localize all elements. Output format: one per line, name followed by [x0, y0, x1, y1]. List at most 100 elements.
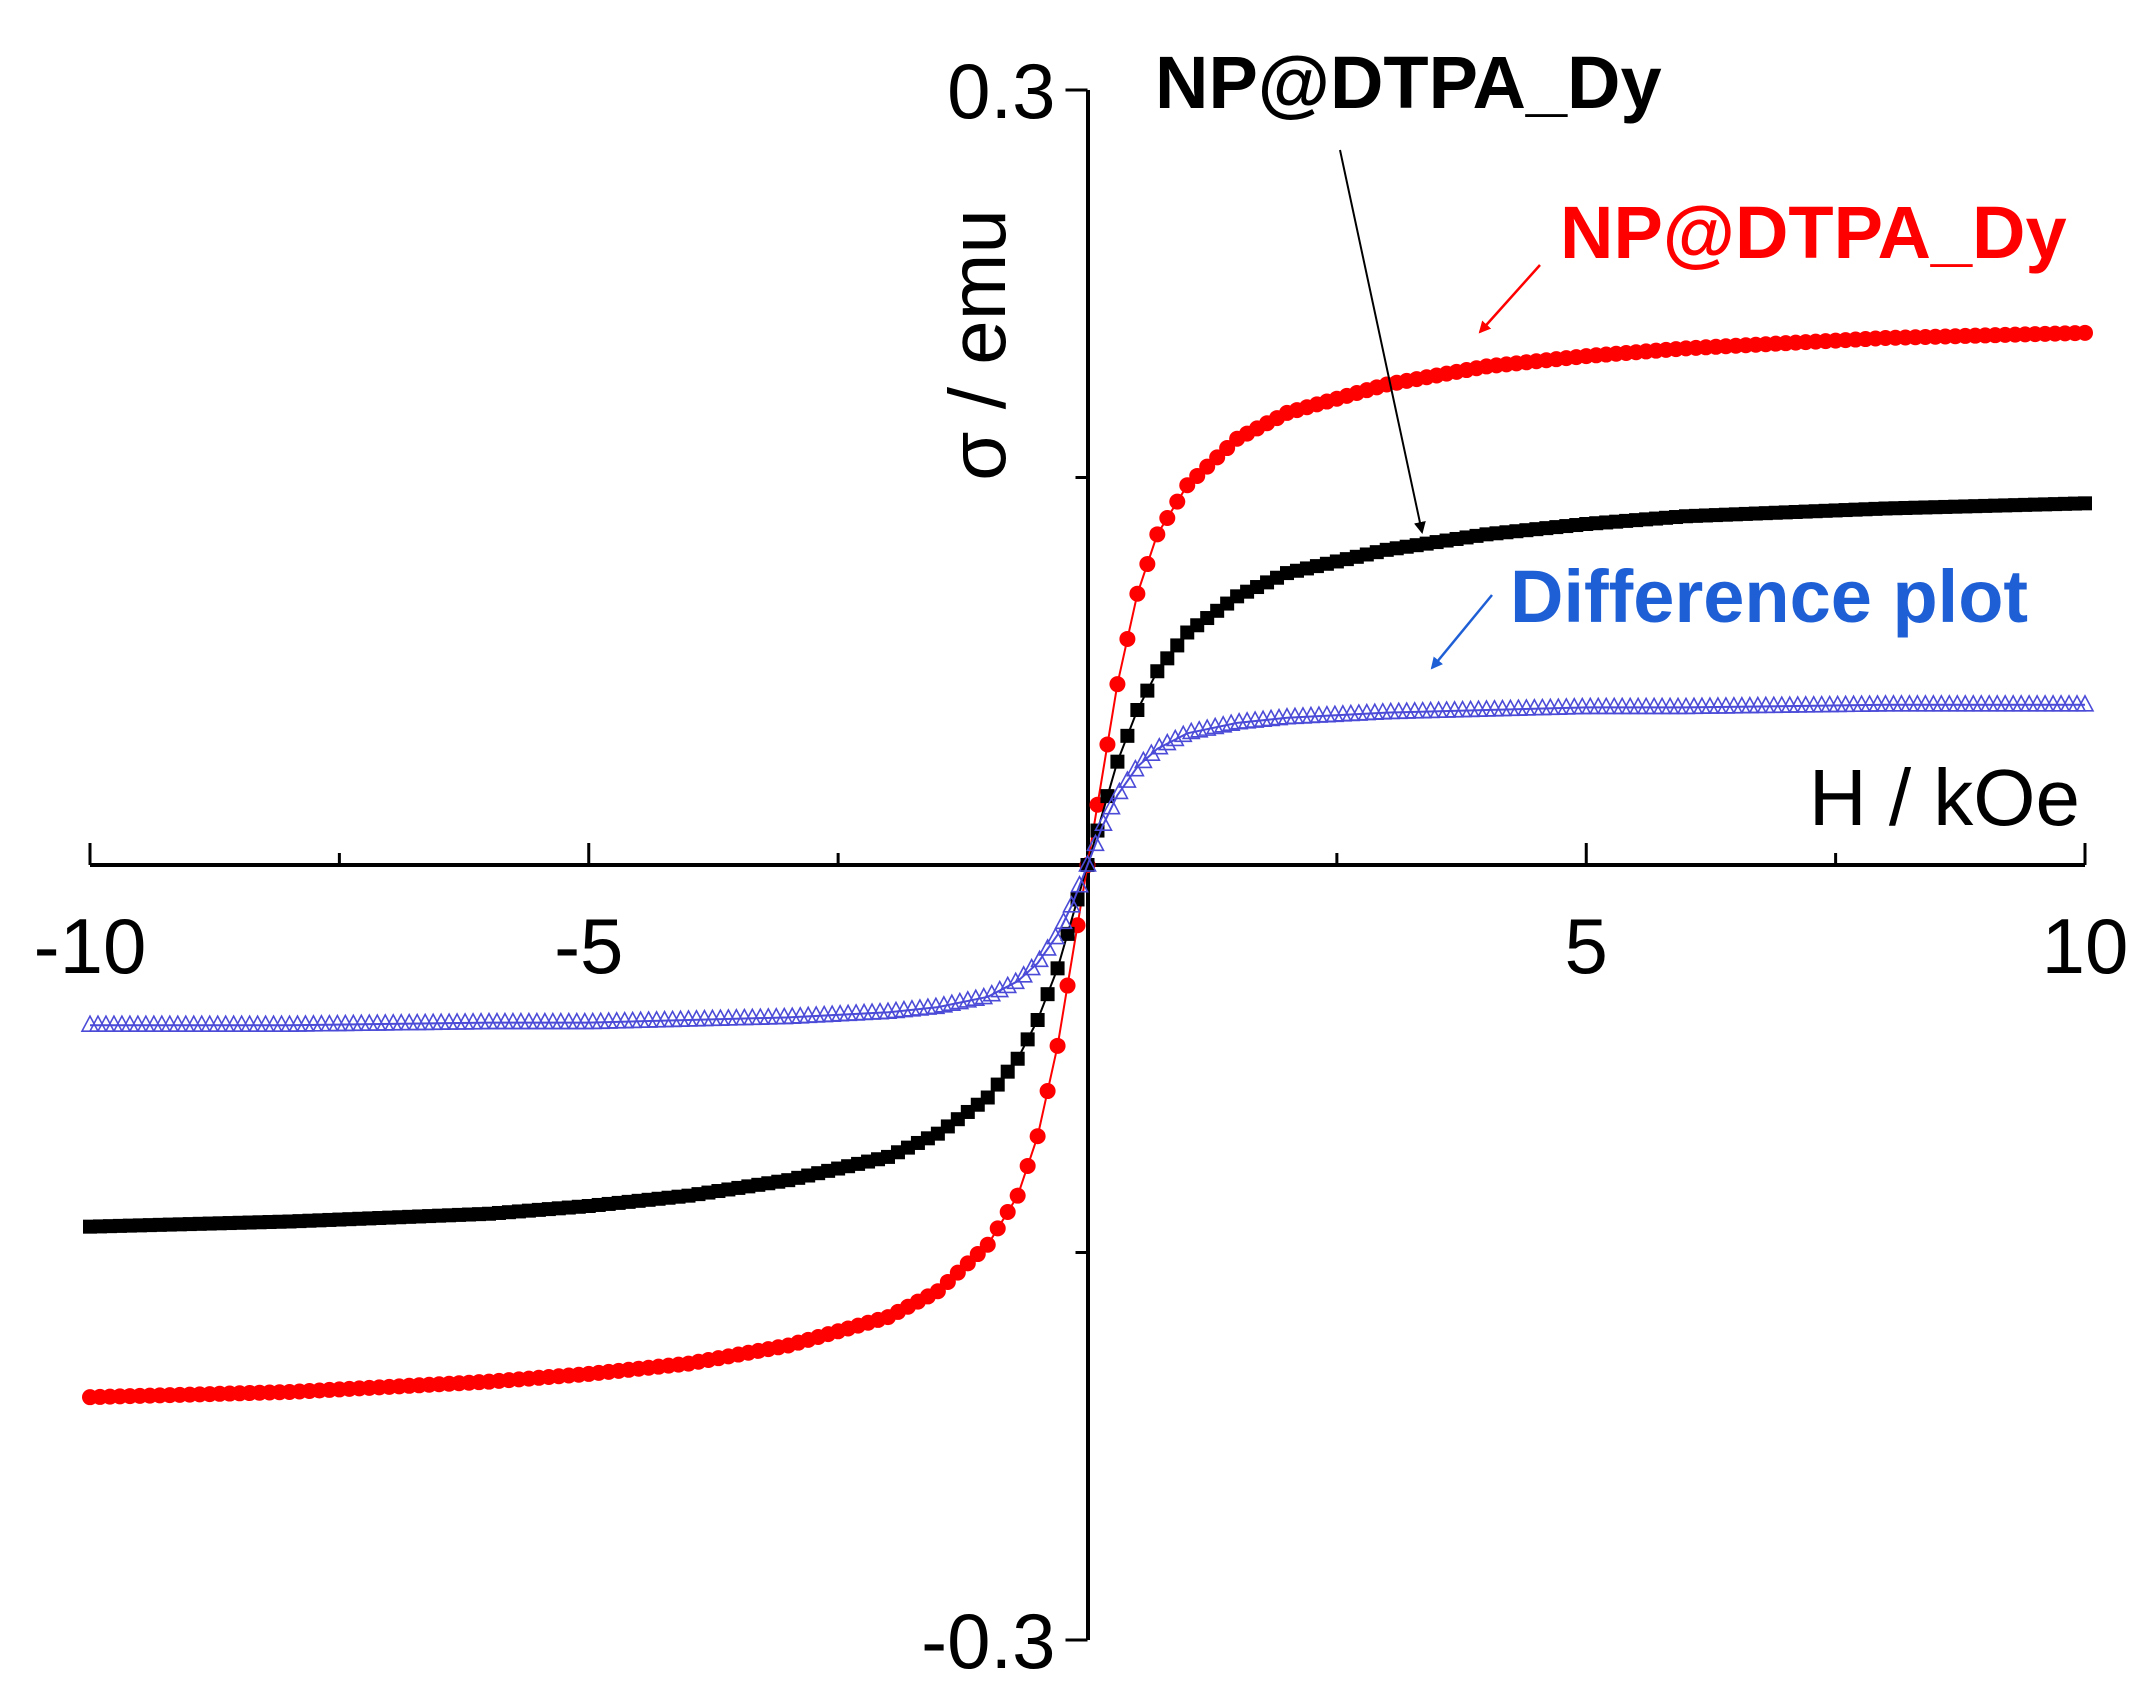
data-point: [264, 1014, 283, 1032]
data-point: [1139, 556, 1156, 573]
data-point: [1692, 696, 1712, 715]
data-point: [351, 1013, 371, 1032]
x-axis-title: H / kOe: [1809, 753, 2080, 842]
data-point: [1477, 699, 1496, 717]
data-point: [471, 1011, 491, 1030]
data-point: [1038, 938, 1057, 956]
data-point: [1049, 1037, 1066, 1054]
data-point: [1099, 736, 1116, 753]
data-point: [1668, 696, 1688, 715]
data-point: [1764, 695, 1784, 714]
data-point: [256, 1014, 275, 1032]
data-point: [447, 1012, 467, 1030]
data-point: [870, 1001, 890, 1020]
data-point: [359, 1013, 379, 1031]
data-point: [80, 1014, 100, 1032]
ticks: -10 -5 5 10 0.3 -0.3: [34, 47, 2129, 1685]
data-point: [1828, 694, 1847, 713]
data-point: [1445, 700, 1464, 718]
data-point: [814, 1004, 834, 1023]
x-tick-label: 5: [1565, 902, 1608, 990]
data-point: [631, 1010, 650, 1029]
data-point: [727, 1008, 746, 1026]
data-point: [1525, 698, 1544, 716]
data-point: [1170, 638, 1185, 653]
data-point: [535, 1011, 555, 1030]
data-point: [1020, 1032, 1035, 1047]
data-point: [711, 1008, 730, 1026]
data-point: [120, 1014, 140, 1032]
data-point: [998, 975, 1018, 994]
data-point: [623, 1010, 642, 1029]
data-point: [1660, 696, 1680, 715]
data-point: [980, 1090, 995, 1105]
data-point: [1040, 987, 1055, 1002]
data-point: [1940, 694, 1959, 712]
data-point: [1788, 695, 1808, 713]
data-point: [1169, 493, 1186, 510]
data-point: [200, 1014, 220, 1032]
data-point: [599, 1011, 619, 1029]
data-point: [2075, 694, 2095, 712]
data-point: [1000, 1064, 1015, 1079]
data-point: [1086, 833, 1105, 852]
data-point: [1804, 695, 1824, 713]
data-point: [1453, 699, 1472, 718]
data-point: [1381, 701, 1401, 720]
data-point: [160, 1014, 180, 1032]
data-point: [774, 1006, 794, 1025]
data-point: [320, 1013, 339, 1032]
x-tick-label: -10: [34, 902, 147, 990]
data-point: [1772, 695, 1792, 713]
data-point: [1780, 695, 1800, 713]
data-point: [2011, 694, 2031, 712]
data-point: [1501, 698, 1520, 717]
data-point: [990, 979, 1010, 998]
series-difference-plot: [80, 694, 2095, 1032]
data-point: [463, 1012, 483, 1030]
data-point: [2035, 694, 2055, 712]
data-point: [1039, 1083, 1056, 1100]
data-point: [1078, 854, 1097, 872]
data-point: [192, 1014, 212, 1032]
data-point: [1094, 813, 1113, 831]
data-point: [176, 1014, 196, 1032]
data-point: [2027, 694, 2047, 712]
data-point: [415, 1012, 435, 1031]
data-point: [1030, 949, 1049, 968]
data-point: [979, 1236, 996, 1253]
data-point: [1365, 702, 1385, 721]
data-point: [1130, 703, 1145, 717]
data-point: [1149, 526, 1166, 543]
data-point: [1924, 694, 1943, 712]
data-point: [1876, 694, 1895, 712]
data-point: [184, 1014, 204, 1032]
data-point: [519, 1011, 539, 1030]
data-point: [1852, 694, 1871, 712]
data-point: [1109, 676, 1126, 693]
series-np-dtpa-dy-red: [82, 324, 2093, 1406]
data-point: [1159, 509, 1176, 526]
data-point: [1572, 696, 1592, 715]
data-point: [1405, 701, 1425, 719]
data-point: [248, 1014, 267, 1032]
data-point: [1030, 1013, 1045, 1027]
data-point: [1293, 706, 1313, 724]
data-point: [1732, 695, 1752, 714]
data-point: [1469, 699, 1488, 718]
data-point: [1046, 926, 1065, 945]
data-point: [1029, 1128, 1046, 1145]
data-point: [288, 1014, 307, 1032]
data-point: [336, 1013, 355, 1032]
data-point: [990, 1077, 1005, 1092]
data-point: [735, 1007, 754, 1026]
x-tick-label: 10: [2042, 902, 2129, 990]
data-point: [1157, 732, 1177, 751]
data-point: [1373, 702, 1393, 720]
data-point: [1413, 700, 1432, 719]
data-point: [1165, 728, 1185, 747]
data-point: [559, 1011, 579, 1030]
y-axis-title: σ / emu: [933, 209, 1022, 481]
data-point: [1010, 1051, 1025, 1066]
